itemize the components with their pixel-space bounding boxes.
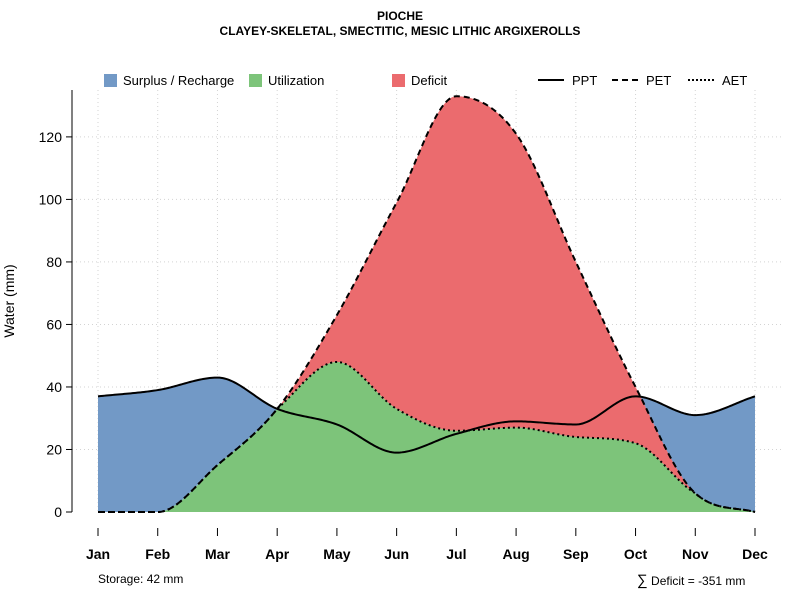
x-tick-label: Nov [682, 546, 709, 562]
x-tick-label: Mar [205, 546, 230, 562]
deficit-total: Deficit = -351 mm [651, 574, 746, 588]
legend-swatch-deficit [392, 73, 405, 87]
x-tick-label: Apr [265, 546, 290, 562]
area-utilization [98, 361, 755, 512]
x-tick-label: Aug [502, 546, 529, 562]
legend-label-deficit: Deficit [411, 72, 448, 88]
area-deficit [98, 96, 755, 512]
series-line-aet [98, 360, 756, 513]
x-tick-label: Sep [563, 546, 589, 562]
y-tick-label: 60 [46, 316, 62, 332]
series-line-ppt [97, 376, 756, 454]
x-tick-label: Jan [86, 546, 110, 562]
chart-subtitle: CLAYEY-SKELETAL, SMECTITIC, MESIC LITHIC… [219, 24, 581, 38]
storage-note: Storage: 42 mm [98, 572, 184, 586]
legend-aet: AET [688, 72, 747, 88]
x-tick-label: Dec [742, 546, 768, 562]
legend-utilization: Utilization [249, 72, 324, 88]
legend-label-utilization: Utilization [268, 72, 325, 88]
legend-surplus: Surplus / Recharge [104, 72, 234, 88]
series-lines [97, 95, 756, 513]
y-tick-label: 100 [39, 191, 63, 207]
chart-title: PIOCHE [376, 9, 423, 23]
series-line-pet [98, 95, 756, 513]
legend-label-aet: AET [722, 72, 748, 88]
sum-symbol: ∑ [637, 572, 648, 589]
x-tick-label: Oct [624, 546, 648, 562]
deficit-note: ∑ Deficit = -351 mm [637, 572, 745, 589]
x-tick-label: May [323, 546, 350, 562]
legend-ppt: PPT [538, 72, 597, 88]
y-axis-label: Water (mm) [1, 264, 17, 337]
legend-line-aet [688, 79, 714, 81]
x-tick-label: Jul [446, 546, 466, 562]
y-tick-label: 120 [39, 129, 63, 145]
legend-line-ppt [538, 79, 564, 81]
y-tick-label: 80 [46, 254, 62, 270]
legend-swatch-surplus [104, 73, 117, 87]
legend-line-pet [612, 79, 638, 81]
legend-deficit: Deficit [392, 72, 447, 88]
x-tick-label: Jun [384, 546, 409, 562]
y-tick-label: 40 [46, 379, 62, 395]
y-tick-label: 20 [46, 441, 62, 457]
legend-label-pet: PET [646, 72, 672, 88]
legend-pet: PET [612, 72, 671, 88]
areas [98, 96, 755, 512]
legend-swatch-utilization [249, 73, 262, 87]
y-tick-label: 0 [54, 504, 62, 520]
axes: 0 20 40 60 80 100 120 Jan Feb Mar Apr May Jun Jul Aug S… [1, 90, 768, 562]
legend-label-surplus: Surplus / Recharge [123, 72, 235, 88]
legend-label-ppt: PPT [572, 72, 598, 88]
x-tick-label: Feb [145, 546, 170, 562]
